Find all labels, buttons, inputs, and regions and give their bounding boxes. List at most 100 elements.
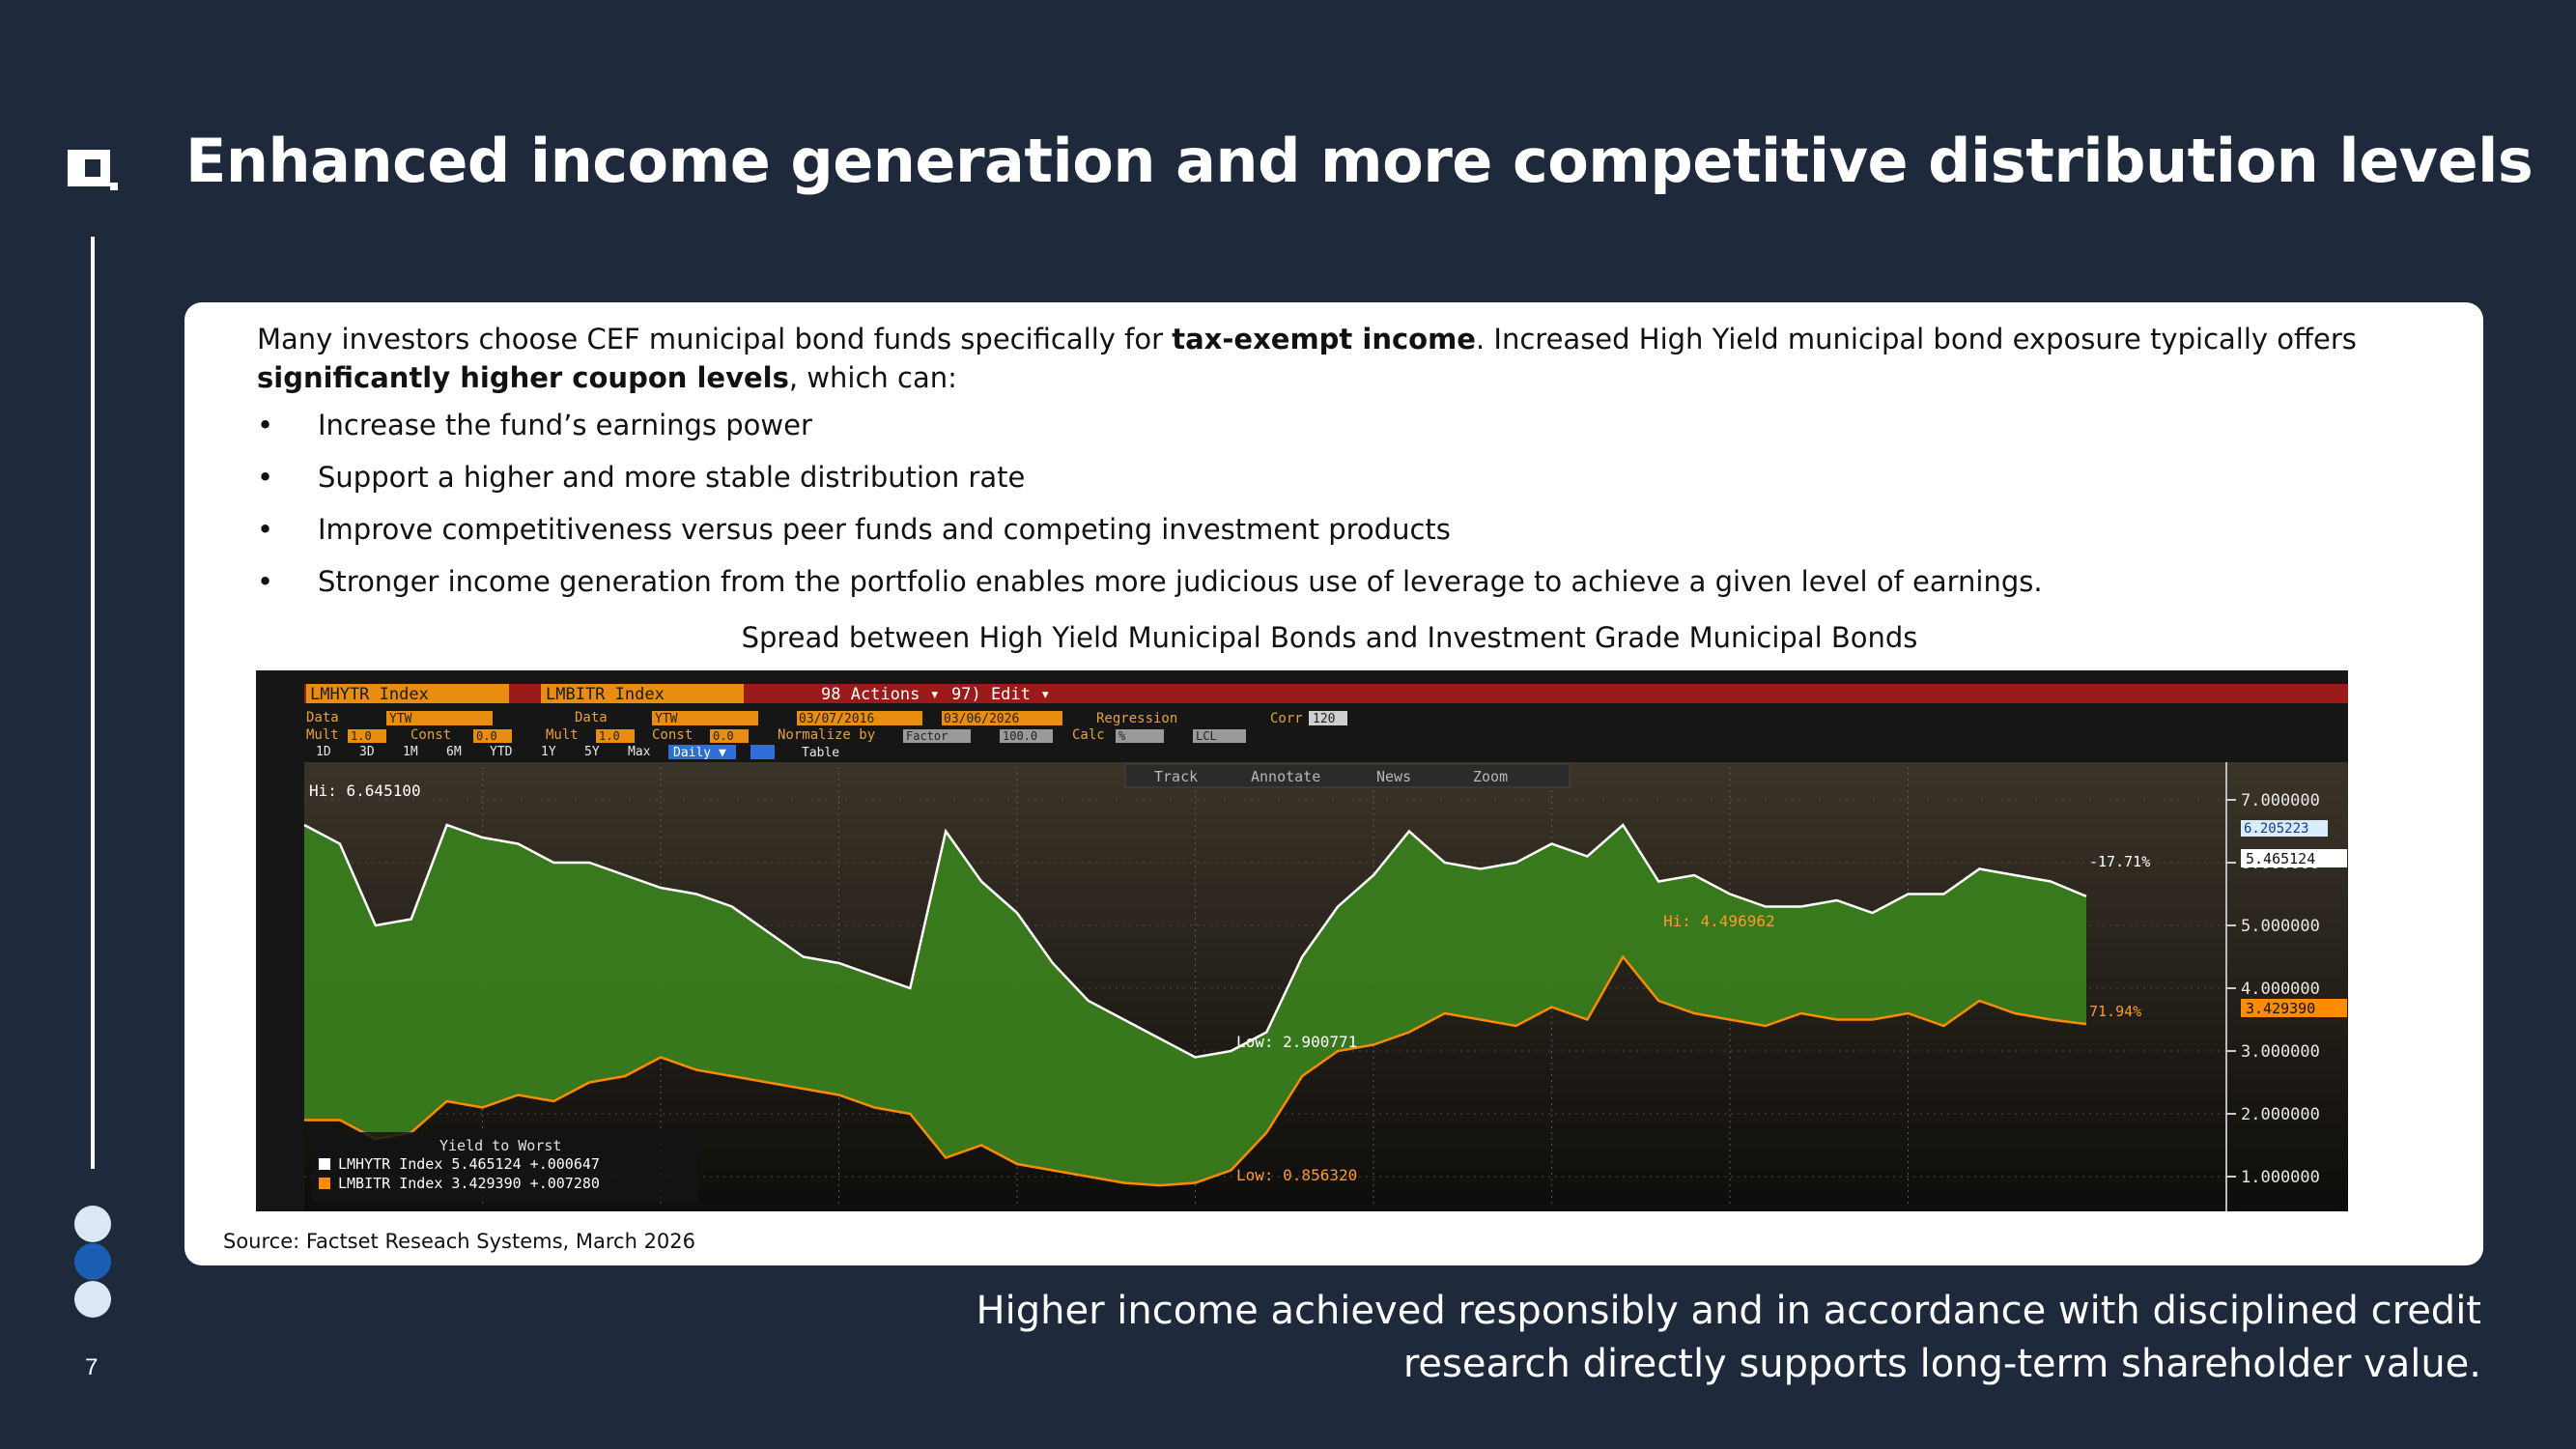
corr-label[interactable]: Corr: [1270, 711, 1303, 726]
annotate-button[interactable]: Annotate: [1251, 768, 1320, 785]
tagline-line: Higher income achieved responsibly and i…: [976, 1289, 2481, 1333]
company-logo: [68, 150, 118, 190]
chart-type-icon[interactable]: [750, 745, 775, 759]
lcl-field[interactable]: [1193, 729, 1246, 743]
const1-value: 0.0: [476, 729, 497, 743]
nav-dot[interactable]: [74, 1206, 111, 1242]
ticker1-label: LMHYTR Index: [310, 685, 429, 704]
const2-value: 0.0: [713, 729, 734, 743]
y-tick-label: 3.000000: [2241, 1042, 2320, 1062]
const-label: Const: [652, 727, 693, 743]
page-number: 7: [85, 1354, 99, 1380]
low-label: Low: 2.900771: [1236, 1033, 1357, 1051]
page-title: Enhanced income generation and more comp…: [185, 126, 2534, 196]
bullet-text: Support a higher and more stable distrib…: [318, 461, 1026, 494]
intro-bold-text: tax-exempt income: [1172, 323, 1476, 355]
intro-text: , which can:: [788, 361, 957, 394]
nav-dot[interactable]: [74, 1281, 111, 1318]
lcl-value: LCL: [1196, 729, 1217, 743]
factor-field[interactable]: [1000, 729, 1053, 743]
bullet-icon: •: [257, 409, 274, 441]
last-ig-value: 3.429390: [2246, 1000, 2315, 1017]
data1-value: YTW: [389, 712, 412, 726]
intro-text: Many investors choose CEF municipal bond…: [257, 323, 1173, 355]
bullet-item: • Increase the fund’s earnings power: [257, 409, 2440, 461]
ticker2-field[interactable]: [541, 684, 744, 703]
hi-label: Hi: 6.645100: [309, 781, 421, 800]
range-6m[interactable]: 6M: [446, 745, 462, 759]
end-date-field[interactable]: [942, 711, 1062, 725]
actions-menu[interactable]: 98 Actions ▾: [821, 685, 940, 704]
normalize-field[interactable]: [903, 729, 971, 743]
y-tick-label: 4.000000: [2241, 980, 2320, 999]
nav-dot-active[interactable]: [74, 1243, 111, 1280]
mult2-value: 1.0: [599, 729, 620, 743]
intro-bold-text: significantly higher coupon levels: [257, 361, 789, 394]
mult1-value: 1.0: [351, 729, 372, 743]
ticker1-field[interactable]: [306, 684, 509, 703]
corr-field[interactable]: [1309, 711, 1347, 725]
range-5y[interactable]: 5Y: [584, 745, 600, 759]
mult-label: Mult: [546, 727, 579, 743]
header-bar: [304, 684, 2348, 703]
const1-field[interactable]: [473, 729, 512, 743]
edit-menu[interactable]: 97) Edit ▾: [951, 685, 1050, 704]
calc-label: Calc: [1072, 727, 1105, 743]
period-dropdown[interactable]: [668, 745, 736, 759]
source-note: Source: Factset Reseach Systems, March 2…: [223, 1230, 696, 1253]
range-ytd[interactable]: YTD: [490, 745, 513, 759]
vertical-divider: [91, 237, 95, 1169]
range-1m[interactable]: 1M: [403, 745, 418, 759]
regression-label[interactable]: Regression: [1096, 711, 1177, 726]
marker-badge: [2241, 820, 2328, 837]
terminal-chart: LMHYTR Index LMBITR Index 98 Actions ▾ 9…: [256, 670, 2348, 1211]
chart-heading: Spread between High Yield Municipal Bond…: [741, 621, 1918, 654]
legend-box: [312, 1132, 698, 1202]
calc-field[interactable]: [1116, 729, 1164, 743]
data2-field[interactable]: [652, 711, 758, 725]
tagline-line: research directly supports long-term sha…: [1402, 1342, 2481, 1386]
content-card: Many investors choose CEF municipal bond…: [184, 302, 2483, 1265]
ig-change: 71.94%: [2089, 1003, 2141, 1020]
data-label: Data: [306, 710, 339, 725]
range-1y[interactable]: 1Y: [541, 745, 556, 759]
y-tick-label: 1.000000: [2241, 1168, 2320, 1187]
y-tick-label: 7.000000: [2241, 791, 2320, 810]
mult-label: Mult: [306, 727, 339, 743]
const2-field[interactable]: [710, 729, 749, 743]
normalize-label: Normalize by: [778, 727, 875, 743]
zoom-button[interactable]: Zoom: [1473, 768, 1508, 785]
bullet-icon: •: [257, 461, 274, 494]
mult2-field[interactable]: [596, 729, 635, 743]
period-value: Daily ▼: [673, 746, 726, 760]
range-buttons: 1D 3D 1M 6M YTD 1Y 5Y Max: [316, 745, 651, 759]
spread-area: [304, 825, 2086, 1186]
tagline: Higher income achieved responsibly and i…: [936, 1285, 2481, 1391]
mult1-field[interactable]: [348, 729, 386, 743]
bullet-text: Increase the fund’s earnings power: [318, 409, 812, 441]
low2-label: Low: 0.856320: [1236, 1166, 1357, 1184]
normalize-value: Factor: [906, 729, 948, 743]
bullet-text: Improve competitiveness versus peer fund…: [318, 513, 1451, 546]
data2-value: YTW: [655, 712, 678, 726]
tool-bar: [1124, 763, 1571, 788]
bullet-list: • Increase the fund’s earnings power • Sup…: [257, 409, 2440, 617]
last-ig-badge: [2241, 999, 2347, 1017]
legend-ig-swatch: [319, 1178, 330, 1189]
track-button[interactable]: Track: [1154, 768, 1198, 785]
const-label: Const: [410, 727, 451, 743]
factor-value: 100.0: [1003, 729, 1037, 743]
lmbitr-line: [304, 954, 2087, 1187]
bullet-text: Stronger income generation from the port…: [318, 565, 2043, 598]
legend-hy-text: LMHYTR Index 5.465124 +.000647: [338, 1155, 600, 1173]
data1-field[interactable]: [386, 711, 493, 725]
hy-change: -17.71%: [2089, 853, 2150, 870]
start-date-field[interactable]: [797, 711, 922, 725]
news-button[interactable]: News: [1376, 768, 1411, 785]
table-button[interactable]: Table: [802, 746, 839, 760]
range-3d[interactable]: 3D: [359, 745, 375, 759]
range-max[interactable]: Max: [628, 745, 651, 759]
legend-hy-swatch: [319, 1158, 330, 1170]
bullet-item: • Support a higher and more stable distri…: [257, 461, 2440, 513]
range-1d[interactable]: 1D: [316, 745, 331, 759]
